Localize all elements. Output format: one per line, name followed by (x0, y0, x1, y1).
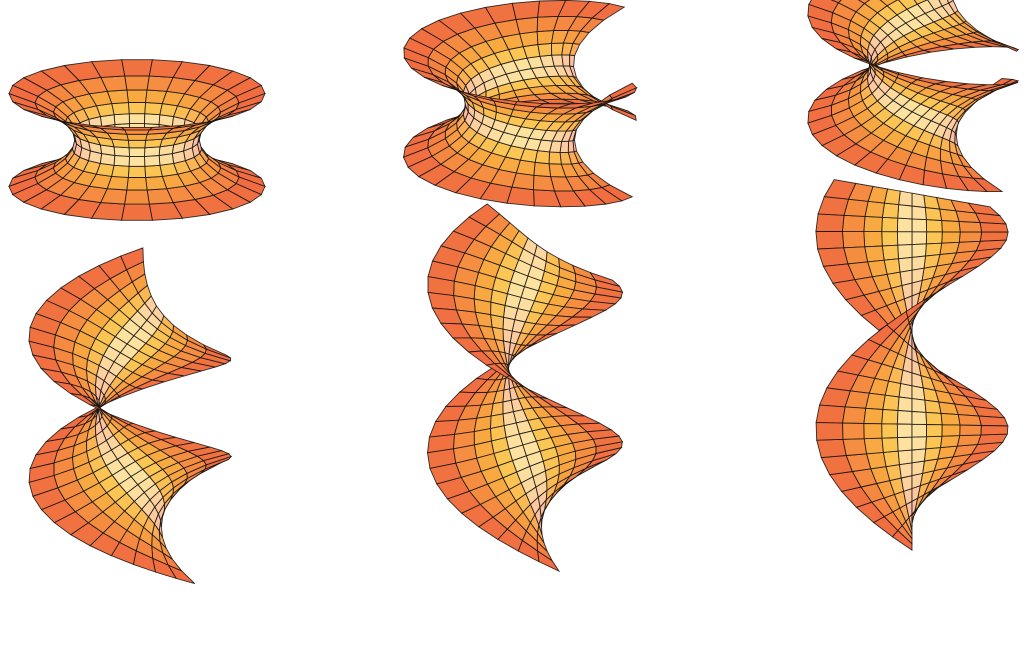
surface-panel-6 (815, 179, 1009, 551)
surface-panel-1 (8, 59, 266, 221)
surface-panel-5 (426, 203, 624, 573)
surface-panel-4 (28, 247, 233, 585)
surface-panel-3 (807, 0, 1020, 193)
surface-panel-2 (402, 0, 638, 208)
